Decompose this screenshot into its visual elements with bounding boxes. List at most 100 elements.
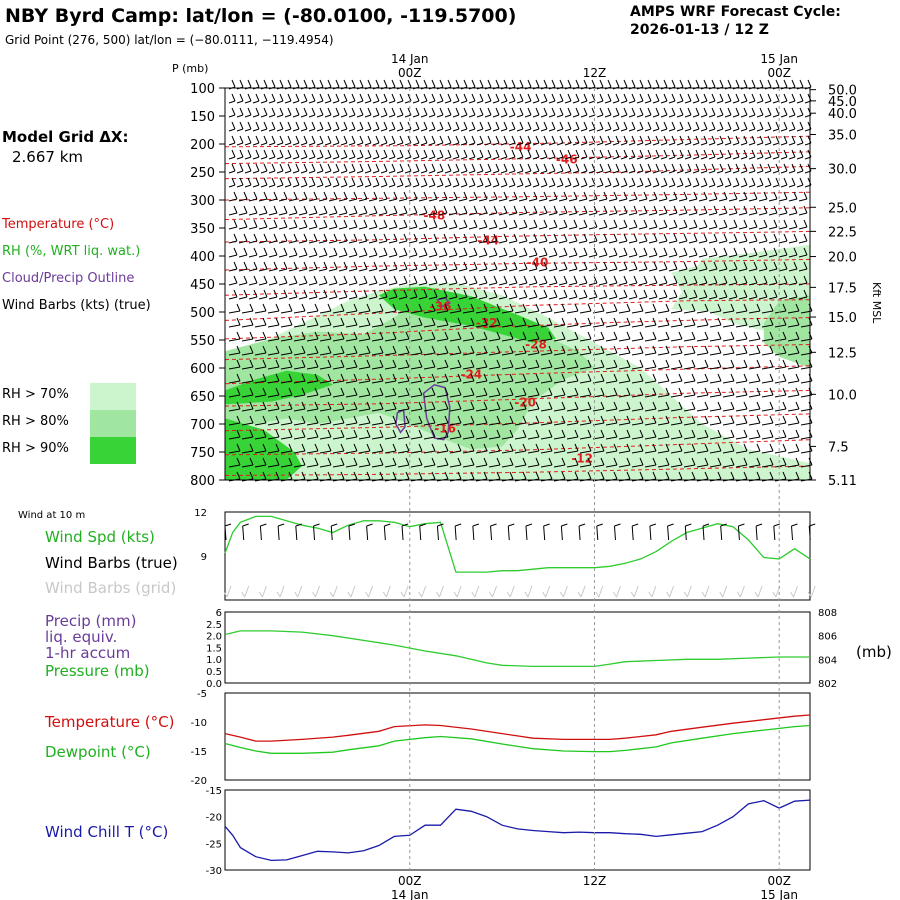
wind-barb (408, 205, 418, 216)
wind-barb (618, 205, 628, 216)
wind-barb (260, 93, 268, 104)
wind-barb (316, 149, 324, 160)
wind-barb (748, 317, 761, 328)
wind-barb (670, 457, 683, 468)
wind-barb (300, 107, 308, 118)
wind-barb (564, 163, 572, 174)
wind-barb (228, 177, 236, 188)
wind-barb (688, 289, 698, 300)
wind-barb (631, 457, 644, 468)
wind-barb (658, 219, 668, 230)
wind-barb (772, 107, 780, 118)
wind-barb (780, 163, 788, 174)
wind-barb (460, 163, 468, 174)
wind-barb (648, 219, 658, 230)
wind-barb (268, 289, 278, 300)
temperature-contour-line (224, 365, 811, 385)
wind-barb (460, 121, 468, 132)
wind-barb (458, 191, 468, 202)
precip-tick-label: 6 (216, 608, 222, 619)
wind-barb (718, 247, 728, 258)
wind-barb (332, 163, 340, 174)
wind-barb (738, 261, 748, 272)
wind-barb (548, 135, 556, 146)
wind-barb (412, 93, 420, 104)
wind-barb (644, 345, 657, 356)
wind-barb (396, 177, 404, 188)
wind-barb (260, 135, 268, 146)
wind-barb (774, 331, 787, 342)
wind-barb (556, 107, 564, 118)
wind-barb (358, 191, 368, 202)
wind-barb (644, 387, 657, 398)
wind-barb (412, 107, 420, 118)
wind-barb (724, 163, 732, 174)
windchill-panel-frame (224, 789, 811, 871)
windchill-tick-label: -15 (206, 786, 222, 797)
wind-barb (260, 163, 268, 174)
wind-barb (787, 401, 800, 412)
surface-wind-barb (808, 523, 816, 541)
wind-barb (798, 219, 808, 230)
wind-barb (732, 177, 740, 188)
wind-barb (462, 415, 475, 426)
wind-barb (284, 121, 292, 132)
wind-barb (798, 275, 808, 286)
wind-barb (700, 177, 708, 188)
wind-barb (345, 429, 358, 440)
wind-barb (678, 205, 688, 216)
wind-barb (364, 177, 372, 188)
wind-barb (540, 93, 548, 104)
wind-barb (358, 205, 368, 216)
wind-barb (658, 205, 668, 216)
wind-barb (748, 429, 761, 440)
wind-barb (683, 345, 696, 356)
wind-barb (488, 331, 501, 342)
wind-barb (761, 401, 774, 412)
wind-barb (372, 163, 380, 174)
wind-barb (780, 121, 788, 132)
wind-barb (228, 135, 236, 146)
wind-barb (644, 303, 657, 314)
wind-barb (371, 345, 384, 356)
wind-barb (228, 275, 238, 286)
wind-barb (592, 359, 605, 370)
wind-barb (436, 429, 449, 440)
wind-barb (566, 415, 579, 426)
kft-tick-label: 30.0 (828, 163, 857, 178)
wind-barb (658, 247, 668, 258)
wind-barb (657, 345, 670, 356)
wind-barb (420, 121, 428, 132)
wind-barb (698, 261, 708, 272)
wind-barb (732, 107, 740, 118)
wind-barb (276, 163, 284, 174)
wind-barb (580, 149, 588, 160)
wind-barb (722, 457, 735, 468)
wind-barb (516, 107, 524, 118)
wind-barb (524, 135, 532, 146)
wind-barb (524, 163, 532, 174)
wind-barb (553, 429, 566, 440)
wind-barb (605, 359, 618, 370)
wind-barb (319, 387, 332, 398)
wind-barb (254, 457, 267, 468)
wind-barb (410, 429, 423, 440)
wind-barb (553, 387, 566, 398)
wind-barb (692, 121, 700, 132)
wind-barb (348, 289, 358, 300)
wind-barb (436, 107, 444, 118)
wind-barb (708, 191, 718, 202)
wind-barb (397, 345, 410, 356)
wind-barb (708, 149, 716, 160)
bottom-date-label: 14 Jan (391, 888, 429, 900)
wind-barb (796, 93, 804, 104)
wind-barb (267, 387, 280, 398)
wind-barb (276, 93, 284, 104)
grid-wind-barb (241, 585, 250, 598)
wind-barb (348, 177, 356, 188)
wind-barb (292, 93, 300, 104)
temperature-contour-line (224, 344, 811, 361)
wind-barb (254, 415, 267, 426)
wind-barb (418, 261, 428, 272)
wind-barb (244, 135, 252, 146)
